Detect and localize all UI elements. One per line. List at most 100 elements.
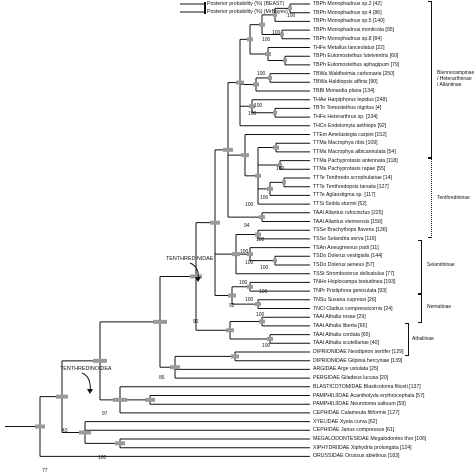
support-value: 100 [287, 13, 296, 19]
tip-label: ARGIDAE Arge ustulata [25] [313, 366, 379, 373]
support-value: 100 [98, 455, 107, 461]
tip-label: TBPh Monophadnus sp.2 [42] [313, 1, 382, 7]
support-value: 100 [260, 195, 269, 201]
legend-mrbayes-label: Posterior probability (%) (MrBayes) [207, 9, 288, 15]
tip-label: TNSu Susana cupressi [26] [313, 296, 377, 303]
tip-label: TAAl Allantus viennensis [156] [313, 218, 383, 225]
tip-label: TTMa Pachyprotasis rapae [55] [313, 166, 386, 173]
nematinae-label: Nematinae [427, 304, 452, 310]
support-value: 100 [240, 249, 249, 255]
tip-label: TBPh Eutomostethus aphagipum [79] [313, 61, 400, 68]
hpd-bar [231, 354, 239, 359]
blennocampinae-label: Blennocampinae / Heterarthrinae / Allant… [437, 70, 474, 88]
tip-label: TSSe Brachythops flavens [136] [313, 227, 388, 234]
tip-label: TNCl Cladius compressicornis [24] [313, 305, 393, 312]
hpd-bar [93, 358, 107, 363]
support-value: 77 [42, 468, 48, 474]
tip-label: MEGALODONTESIDAE Megalodontes thor [106] [313, 436, 427, 442]
hpd-bar [145, 397, 155, 402]
tenthredinidae-arrow-head [195, 277, 201, 282]
tip-label: XIPHYDRIIDAE Xiphydria prolongata [124] [313, 444, 412, 451]
support-value: 100 [248, 111, 257, 117]
hpd-bar [273, 12, 277, 17]
tip-label: TAAt Athalia cordata [65] [313, 331, 370, 338]
nematinae-bracket [418, 294, 422, 323]
tip-label: TBPh Monophadnus monticola [95] [313, 27, 395, 34]
support-value: 100 [260, 265, 269, 271]
legend-beast-label: Posterior probability (%) (BEAST) [207, 1, 285, 7]
tenthredinidae-arrow-label: TENTHREDINIDAE [166, 256, 214, 262]
hpd-bar [223, 147, 233, 152]
hpd-bar [249, 104, 255, 109]
support-value: 94 [244, 223, 250, 229]
hpd-bar [282, 180, 286, 185]
hpd-bar [247, 252, 253, 257]
support-value: 100 [272, 30, 281, 36]
tip-label: TSSe Selandria serva [116] [313, 235, 377, 242]
support-value: 92 [229, 303, 235, 309]
support-value: 100 [262, 343, 271, 349]
tip-label: TTSi Siobla sturmii [52] [313, 201, 367, 208]
support-value: 100 [276, 166, 285, 172]
support-value: 100 [257, 71, 266, 77]
tip-label: THFe Heterarthrus sp. [234] [313, 114, 378, 121]
hpd-bar [278, 162, 282, 167]
tenthredininae-bracket [428, 158, 432, 238]
tip-label: PAMPHILIIDAE Acantholyda erythrocephala … [313, 392, 425, 399]
tip-label: TBPh Monophadnus sp.5 [140] [313, 18, 385, 25]
tip-label: TBWa Waldheimia carbonaria [250] [313, 70, 395, 77]
tip-label: TTMa Pachyprotasis antennata [118] [313, 157, 398, 164]
hpd-bar [228, 293, 236, 298]
tip-label: TSAn Aneugmenus padi [11] [313, 244, 379, 251]
support-value: 100 [254, 103, 263, 109]
tip-label: TTTe Tenthredopsis tarsata [127] [313, 183, 389, 190]
tip-label: THFe Metallus lanceolatus [22] [313, 44, 385, 51]
tip-label: PAMPHILIIDAE Neurotoma saltuum [59] [313, 401, 406, 408]
tip-label: TTTe Tenthredo scrophulariae [14] [313, 175, 392, 181]
tip-label: CEPHIDAE Janus compressus [61] [313, 427, 395, 434]
tip-label: TNPr Pristiphora geniculata [93] [313, 288, 387, 295]
tip-label: TBPh Eutomostethus luteiventris [60] [313, 53, 399, 60]
hpd-bar [253, 82, 259, 87]
support-value: 100 [239, 280, 248, 286]
support-value: 96 [193, 319, 199, 325]
support-value: 43 [62, 428, 68, 434]
hpd-bar [255, 302, 261, 307]
tip-label: TAAt Athalia rosae [29] [313, 314, 366, 321]
support-value: 100 [259, 289, 268, 295]
support-value: 100 [245, 260, 254, 266]
hpd-bar [273, 145, 279, 150]
hpd-bar [115, 441, 125, 446]
hpd-bar [273, 110, 277, 115]
hpd-bar [273, 258, 277, 263]
hpd-bar [56, 394, 68, 399]
hpd-bar [268, 75, 272, 80]
tip-label: TSDo Dolerus vestigialis [144] [313, 253, 383, 260]
hpd-bar [170, 365, 180, 370]
hpd-bar [232, 252, 240, 257]
tip-label: DIPRIONIDAE Gilpinia hercyniae [139] [313, 357, 403, 364]
tip-label: PERGIDAE Giladeus lucusa [20] [313, 375, 389, 382]
hpd-bar [153, 319, 167, 324]
hpd-bar [267, 336, 273, 341]
tip-label: TBPh Monophadnus sp.8 [84] [313, 35, 382, 42]
tenthredinoidea-arrow-head [87, 389, 93, 394]
tip-label: DIPRIONIDAE Neodiprion sertifer [129] [313, 349, 404, 355]
tip-label: TSSt Strombocerus delicatulus [77] [313, 270, 395, 277]
support-value: 100 [256, 312, 265, 318]
blennocampinae-bracket [428, 1, 432, 158]
tip-label: XYELIDAE Xyela curva [62] [313, 418, 378, 425]
tip-label: TBPh Monophadnus sp.4 [86] [313, 9, 382, 16]
support-value: 97 [102, 411, 108, 417]
selandriinae-label: Selandriinae [427, 262, 455, 268]
hpd-bar [236, 80, 244, 85]
athaliinae-label: Athaliinae [412, 336, 434, 342]
hpd-bar [259, 319, 265, 324]
tip-label: TBWa Haldiopsis affinis [90] [313, 79, 378, 86]
hpd-bar [267, 186, 273, 191]
hpd-bar [259, 215, 265, 220]
hpd-bar [113, 397, 127, 402]
support-value: 100 [245, 202, 254, 208]
support-value: 100 [245, 297, 254, 303]
